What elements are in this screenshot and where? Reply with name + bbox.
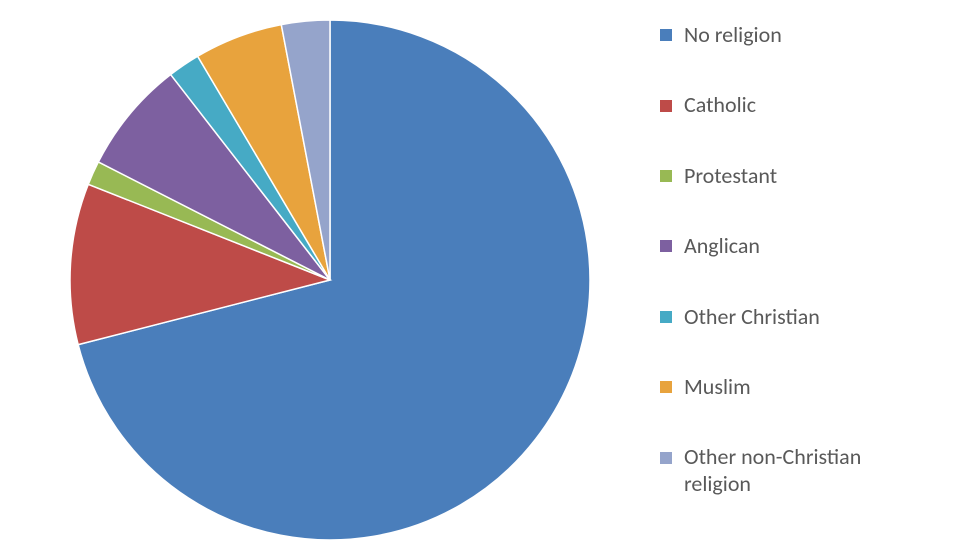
legend-label: Other non-Christian religion	[684, 444, 914, 497]
legend-label: No religion	[684, 22, 914, 48]
legend: No religion Catholic Protestant Anglican Oth…	[660, 22, 940, 541]
legend-item: Other non-Christian religion	[660, 444, 940, 497]
legend-swatch	[660, 311, 672, 323]
legend-item: Protestant	[660, 163, 940, 189]
legend-label: Muslim	[684, 374, 914, 400]
legend-swatch	[660, 100, 672, 112]
legend-label: Other Christian	[684, 304, 914, 330]
legend-item: Catholic	[660, 92, 940, 118]
legend-item: Muslim	[660, 374, 940, 400]
legend-swatch	[660, 29, 672, 41]
legend-swatch	[660, 452, 672, 464]
legend-swatch	[660, 381, 672, 393]
legend-swatch	[660, 170, 672, 182]
legend-swatch	[660, 240, 672, 252]
legend-item: No religion	[660, 22, 940, 48]
legend-label: Anglican	[684, 233, 914, 259]
legend-label: Catholic	[684, 92, 914, 118]
legend-item: Anglican	[660, 233, 940, 259]
legend-item: Other Christian	[660, 304, 940, 330]
legend-label: Protestant	[684, 163, 914, 189]
pie-chart: No religion Catholic Protestant Anglican Oth…	[0, 0, 976, 549]
